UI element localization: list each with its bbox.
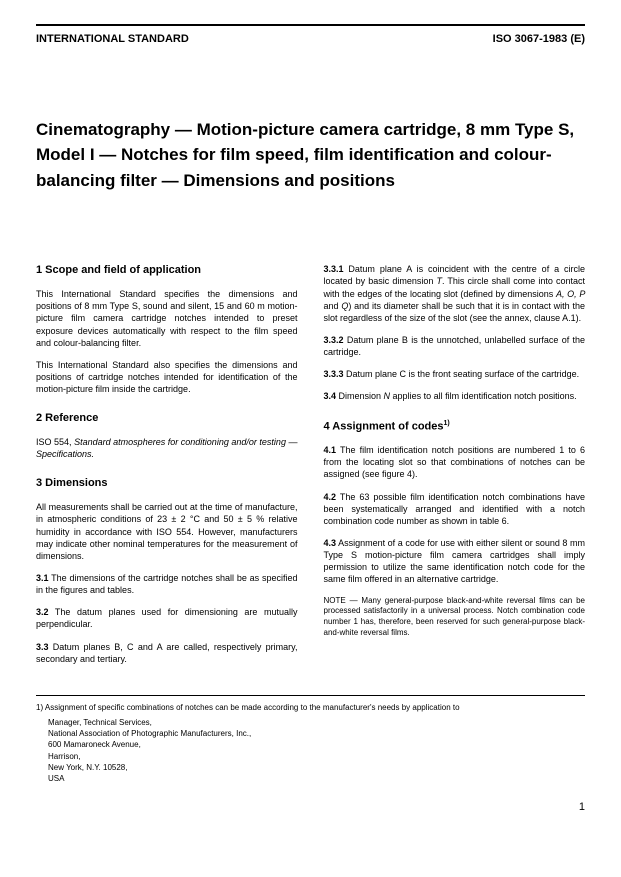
header-left: INTERNATIONAL STANDARD [36, 32, 189, 47]
section-3-3-3-text: Datum plane C is the front seating surfa… [344, 369, 580, 379]
section-3-2-text: The datum planes used for dimensioning a… [36, 607, 298, 629]
section-4-2: 4.2 The 63 possible film identification … [324, 491, 586, 527]
body-columns: 1 Scope and field of application This In… [36, 263, 585, 674]
section-4-1: 4.1 The film identification notch positi… [324, 444, 586, 480]
section-4-heading-text: 4 Assignment of codes [324, 420, 444, 432]
section-3-2: 3.2 The datum planes used for dimensioni… [36, 606, 298, 630]
section-3-4: 3.4 Dimension N applies to all film iden… [324, 390, 586, 402]
section-3-3-3-lead: 3.3.3 [324, 369, 344, 379]
section-3-3-1-lead: 3.3.1 [324, 264, 344, 274]
header-rule [36, 24, 585, 26]
section-4-3-text: Assignment of a code for use with either… [324, 538, 586, 584]
section-3-1-text: The dimensions of the cartridge notches … [36, 573, 298, 595]
section-3-3-2-lead: 3.3.2 [324, 335, 344, 345]
footnote-rule [36, 695, 585, 696]
section-3-4-a: Dimension [336, 391, 384, 401]
section-3-3-2: 3.3.2 Datum plane B is the unnotched, un… [324, 334, 586, 358]
section-1-para-2: This International Standard also specifi… [36, 359, 298, 395]
header-right: ISO 3067-1983 (E) [493, 32, 585, 47]
footnote: 1) Assignment of specific combinations o… [36, 702, 585, 784]
section-1-heading: 1 Scope and field of application [36, 263, 298, 278]
section-3-3-1-c: ) and its diameter shall be such that it… [324, 301, 585, 323]
section-1-para-1: This International Standard specifies th… [36, 288, 298, 349]
footnote-a3: 600 Mamaroneck Avenue, [48, 739, 585, 750]
section-3-1: 3.1 The dimensions of the cartridge notc… [36, 572, 298, 596]
document-title: Cinematography — Motion-picture camera c… [36, 117, 585, 194]
section-2-para-1b: Standard atmospheres for conditioning an… [36, 437, 298, 459]
footnote-a2: National Association of Photographic Man… [48, 728, 585, 739]
section-3-3-3: 3.3.3 Datum plane C is the front seating… [324, 368, 586, 380]
dim-Q: Q [339, 301, 349, 311]
footnote-address: Manager, Technical Services, National As… [36, 717, 585, 784]
section-4-2-lead: 4.2 [324, 492, 337, 502]
section-4-1-text: The film identification notch positions … [324, 445, 586, 479]
footnote-a4: Harrison, [48, 751, 585, 762]
header-row: INTERNATIONAL STANDARD ISO 3067-1983 (E) [36, 32, 585, 47]
section-3-3-2-text: Datum plane B is the unnotched, unlabell… [324, 335, 586, 357]
section-4-note: NOTE — Many general-purpose black-and-wh… [324, 596, 586, 639]
footnote-a5: New York, N.Y. 10528, [48, 762, 585, 773]
page-number: 1 [36, 800, 585, 815]
section-3-4-lead: 3.4 [324, 391, 337, 401]
section-4-heading-sup: 1) [444, 420, 450, 427]
section-3-4-b: applies to all film identification notch… [390, 391, 577, 401]
section-3-1-lead: 3.1 [36, 573, 49, 583]
dims-AOPQ: A, O, P [556, 289, 585, 299]
section-3-para-intro: All measurements shall be carried out at… [36, 501, 298, 562]
section-3-3-lead: 3.3 [36, 642, 49, 652]
section-2-para-1a: ISO 554, [36, 437, 74, 447]
section-3-3-text: Datum planes B, C and A are called, resp… [36, 642, 298, 664]
section-3-2-lead: 3.2 [36, 607, 49, 617]
section-3-3-1: 3.3.1 Datum plane A is coincident with t… [324, 263, 586, 324]
footnote-text: 1) Assignment of specific combinations o… [36, 702, 585, 713]
section-2-para-1: ISO 554, Standard atmospheres for condit… [36, 436, 298, 460]
section-3-heading: 3 Dimensions [36, 476, 298, 491]
section-3-3: 3.3 Datum planes B, C and A are called, … [36, 641, 298, 665]
section-4-1-lead: 4.1 [324, 445, 337, 455]
section-4-heading: 4 Assignment of codes1) [324, 419, 586, 435]
footnote-a1: Manager, Technical Services, [48, 717, 585, 728]
section-2-heading: 2 Reference [36, 411, 298, 426]
footnote-a6: USA [48, 773, 585, 784]
left-column: 1 Scope and field of application This In… [36, 263, 298, 674]
section-4-3: 4.3 Assignment of a code for use with ei… [324, 537, 586, 586]
section-4-3-lead: 4.3 [324, 538, 337, 548]
right-column: 3.3.1 Datum plane A is coincident with t… [324, 263, 586, 674]
section-4-2-text: The 63 possible film identification notc… [324, 492, 586, 526]
